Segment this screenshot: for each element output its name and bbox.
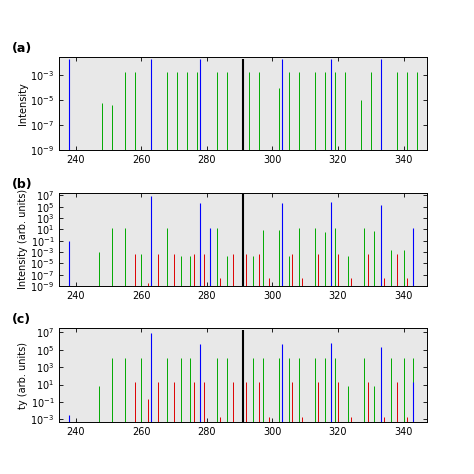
Text: (b): (b) [11, 178, 32, 191]
Y-axis label: Intensity (arb. units): Intensity (arb. units) [18, 189, 27, 290]
Y-axis label: ty (arb. units): ty (arb. units) [18, 342, 27, 409]
Text: (c): (c) [11, 313, 31, 327]
Text: (a): (a) [11, 42, 32, 55]
Y-axis label: Intensity: Intensity [18, 82, 27, 125]
